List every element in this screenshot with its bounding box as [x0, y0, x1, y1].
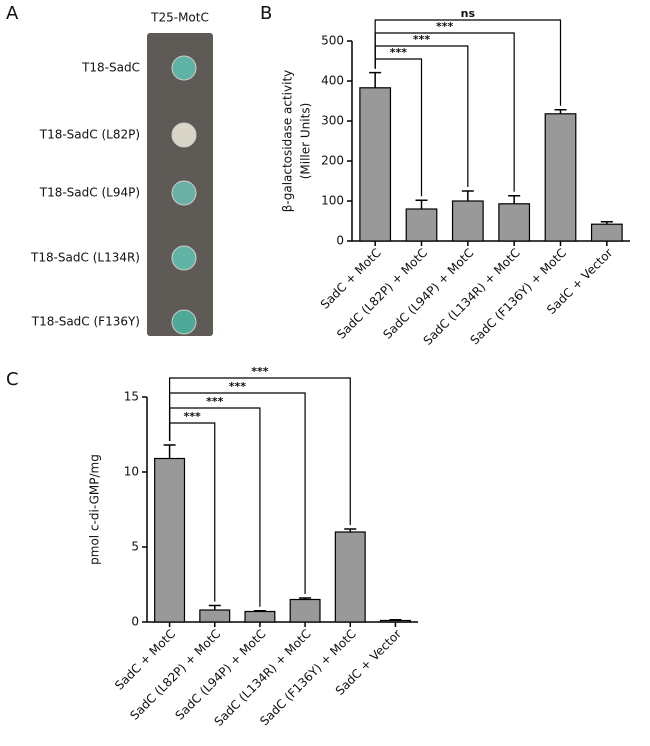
bar — [590, 223, 623, 242]
error-bar — [461, 190, 474, 201]
error-bar — [253, 610, 266, 612]
error-bar — [369, 71, 382, 88]
y-axis-label: pmol c-di-GMP/mg — [88, 454, 102, 565]
strain-label: T18-SadC (L82P) — [39, 128, 140, 142]
bar — [289, 598, 321, 623]
panel-letter: B — [260, 3, 272, 24]
bar — [359, 87, 392, 242]
bar — [244, 610, 276, 623]
error-bar — [208, 604, 221, 610]
colony-spot — [171, 122, 197, 148]
significance-bracket — [168, 377, 351, 525]
error-bar — [344, 528, 357, 532]
significance-bracket — [374, 19, 562, 106]
error-bar — [163, 444, 176, 459]
bar — [154, 457, 186, 623]
strain-label: T18-SadC (L134R) — [30, 251, 140, 265]
colony-spot — [171, 245, 197, 271]
error-bar — [554, 109, 567, 114]
bar — [498, 203, 531, 242]
x-tick-label: SadC (L82P) + MotC — [127, 627, 223, 723]
y-tick-label: 400 — [321, 74, 344, 88]
y-tick-label: 5 — [131, 540, 139, 554]
colony-spot — [171, 309, 197, 335]
error-bar — [389, 619, 402, 621]
strain-label: T18-SadC (L94P) — [39, 186, 140, 200]
y-tick-label: 500 — [321, 34, 344, 48]
y-tick-label: 200 — [321, 154, 344, 168]
panel-letter: A — [6, 3, 19, 24]
significance-label: *** — [390, 46, 408, 59]
error-bar — [508, 195, 521, 204]
bar — [199, 609, 231, 623]
significance-label: *** — [206, 395, 224, 408]
bar — [544, 113, 577, 242]
significance-label: *** — [229, 380, 247, 393]
plate-header: T25-MotC — [150, 11, 209, 25]
significance-label: *** — [184, 410, 202, 423]
error-bar — [299, 597, 312, 600]
colony-spot — [171, 55, 197, 81]
strain-label: T18-SadC — [81, 61, 140, 75]
bar — [405, 208, 438, 242]
y-axis-label: β-galactosidase activity — [281, 70, 295, 213]
x-tick-label: SadC (L94P) + MotC — [172, 627, 268, 723]
x-tick-label: SadC (L82P) + MotC — [334, 246, 430, 342]
significance-label: ns — [461, 7, 476, 20]
y-tick-label: 100 — [321, 194, 344, 208]
bar — [451, 200, 484, 242]
panel-letter: C — [6, 369, 19, 390]
significance-label: *** — [413, 33, 431, 46]
y-tick-label: 10 — [124, 465, 139, 479]
bar — [379, 619, 411, 623]
y-tick-label: 0 — [336, 234, 344, 248]
significance-label: *** — [436, 20, 454, 33]
significance-label: *** — [251, 365, 269, 378]
y-axis-label: (Miller Units) — [299, 103, 313, 180]
x-tick-label: SadC (L94P) + MotC — [380, 246, 476, 342]
y-tick-label: 300 — [321, 114, 344, 128]
strain-label: T18-SadC (F136Y) — [31, 315, 140, 329]
error-bar — [415, 199, 428, 209]
error-bar — [600, 221, 613, 225]
y-tick-label: 15 — [124, 390, 139, 404]
bar — [334, 531, 366, 623]
y-tick-label: 0 — [131, 615, 139, 629]
colony-spot — [171, 180, 197, 206]
